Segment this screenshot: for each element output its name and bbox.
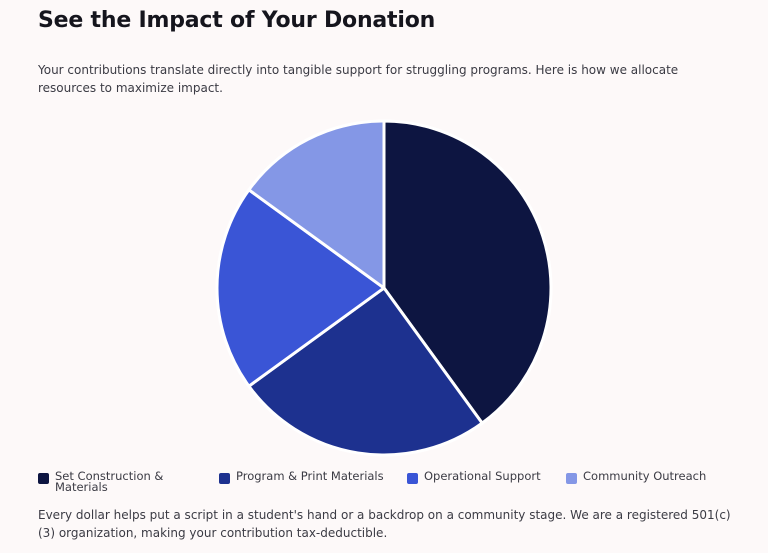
legend-swatch (566, 473, 577, 484)
pie-slice-3 (215, 188, 386, 388)
legend-item-1: Set Construction & Materials (38, 469, 188, 494)
intro-text: Your contributions translate directly in… (38, 63, 679, 95)
pie-slice-2 (247, 286, 484, 457)
page-title: See the Impact of Your Donation (38, 8, 436, 33)
chart-legend: Set Construction & Materials Program & Pr… (38, 469, 738, 497)
legend-swatch (38, 473, 49, 484)
pie-chart (215, 119, 553, 457)
pie-slice-4 (247, 119, 386, 290)
legend-label: Set Construction & Materials (55, 469, 164, 494)
legend-label: Operational Support (424, 469, 541, 483)
pie-slice-1 (382, 119, 553, 425)
legend-swatch (219, 473, 230, 484)
footnote-text: Every dollar helps put a script in a stu… (38, 508, 731, 540)
legend-swatch (407, 473, 418, 484)
legend-item-3: Operational Support (407, 469, 557, 484)
legend-item-4: Community Outreach (566, 469, 736, 484)
legend-label: Program & Print Materials (236, 469, 384, 483)
legend-item-2: Program & Print Materials (219, 469, 399, 484)
legend-label: Community Outreach (583, 469, 707, 483)
